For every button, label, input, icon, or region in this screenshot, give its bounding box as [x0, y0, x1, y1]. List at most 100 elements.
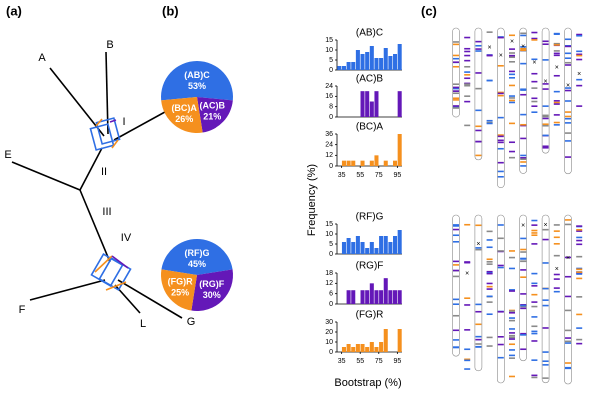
bar [351, 160, 356, 166]
y-tick-label: 0 [329, 301, 333, 308]
bar [383, 160, 388, 166]
centromere: × [499, 52, 503, 59]
bar [383, 48, 388, 70]
bar [369, 101, 374, 117]
slice-value: 21% [203, 112, 221, 122]
x-tick-label: 95 [393, 172, 401, 179]
centromere: × [577, 71, 581, 78]
bar [355, 50, 360, 70]
chromosome-panel: × × × × × × × × × × × × × × × [452, 27, 583, 385]
pie-slice [161, 97, 203, 133]
bar [383, 329, 388, 352]
slice-label: (RG)F [199, 279, 224, 289]
y-tick-label: 12 [325, 280, 333, 287]
bar [369, 242, 374, 254]
slice-label: (AB)C [184, 70, 210, 80]
network-box [89, 117, 121, 151]
y-axis-label: Frequency (%) [306, 164, 318, 236]
bar [360, 344, 365, 352]
x-tick-label: 75 [375, 172, 383, 179]
chromosome [519, 27, 528, 174]
y-tick-label: 5 [329, 241, 333, 248]
y-tick-label: 15 [325, 221, 333, 228]
y-tick-label: 10 [325, 47, 333, 54]
bar [351, 242, 356, 254]
bar [374, 347, 379, 352]
bar [351, 290, 356, 304]
bar [379, 58, 384, 70]
bar [351, 62, 356, 70]
centromere: × [555, 266, 559, 273]
bar [397, 91, 402, 117]
y-tick-label: 5 [329, 57, 333, 64]
leaf-label: E [4, 149, 11, 161]
bar [346, 344, 351, 352]
bar [383, 278, 388, 304]
bar [388, 290, 393, 304]
bar [374, 58, 379, 70]
bar [369, 160, 374, 166]
panel-label: (a) [6, 3, 22, 18]
hist-title: (BC)A [356, 122, 384, 133]
bar [369, 342, 374, 352]
slice-label: (AC)B [199, 101, 225, 111]
bar [374, 155, 379, 166]
y-tick-label: 0 [329, 163, 333, 170]
y-tick-label: 18 [325, 270, 333, 277]
node-label: IV [121, 232, 132, 244]
x-tick-label: 35 [338, 358, 346, 365]
bar [346, 160, 351, 166]
chromosome [474, 214, 483, 372]
chromosome [496, 214, 505, 384]
bar [346, 290, 351, 304]
bar [393, 236, 398, 254]
leaf-label: A [38, 52, 46, 64]
centromere: × [566, 83, 570, 90]
bar [379, 236, 384, 254]
y-tick-label: 0 [329, 67, 333, 74]
x-tick-label: 55 [356, 172, 364, 179]
y-tick-label: 0 [329, 251, 333, 258]
bar [397, 329, 402, 352]
x-tick-label: 55 [356, 358, 364, 365]
bar [393, 54, 398, 70]
bar [393, 290, 398, 304]
bar [374, 248, 379, 254]
hist-title: (FG)R [356, 310, 384, 321]
bar [341, 242, 346, 254]
chromosome [564, 27, 572, 175]
centromere: × [544, 222, 548, 229]
bar [360, 54, 365, 70]
y-tick-label: 16 [325, 93, 333, 100]
bar [351, 347, 356, 352]
bar [341, 66, 346, 70]
y-tick-label: 24 [325, 142, 333, 149]
leaf-label: B [106, 39, 113, 51]
x-axis-label: Bootstrap (%) [334, 377, 401, 389]
pie-slice [161, 269, 197, 311]
y-tick-label: 10 [325, 231, 333, 238]
slice-value: 26% [175, 114, 193, 124]
chromosome [541, 27, 550, 154]
centromere: × [544, 79, 548, 86]
y-tick-label: 8 [329, 104, 333, 111]
centromere: × [488, 44, 492, 51]
y-tick-label: 20 [325, 329, 333, 336]
centromere: × [532, 60, 536, 67]
pie-slice [160, 60, 233, 101]
node-label: II [101, 166, 107, 178]
bar [379, 342, 384, 352]
bar [369, 46, 374, 70]
panel-label: (c) [421, 3, 437, 18]
slice-label: (FG)R [168, 277, 193, 287]
network-box [90, 253, 132, 291]
y-tick-label: 24 [325, 83, 333, 90]
centromere: × [521, 43, 525, 50]
x-tick-label: 35 [338, 172, 346, 179]
chromosome [496, 27, 505, 189]
bar [374, 91, 379, 117]
chromosome [452, 214, 460, 357]
leaf-label: L [140, 318, 146, 330]
bar [374, 290, 379, 304]
